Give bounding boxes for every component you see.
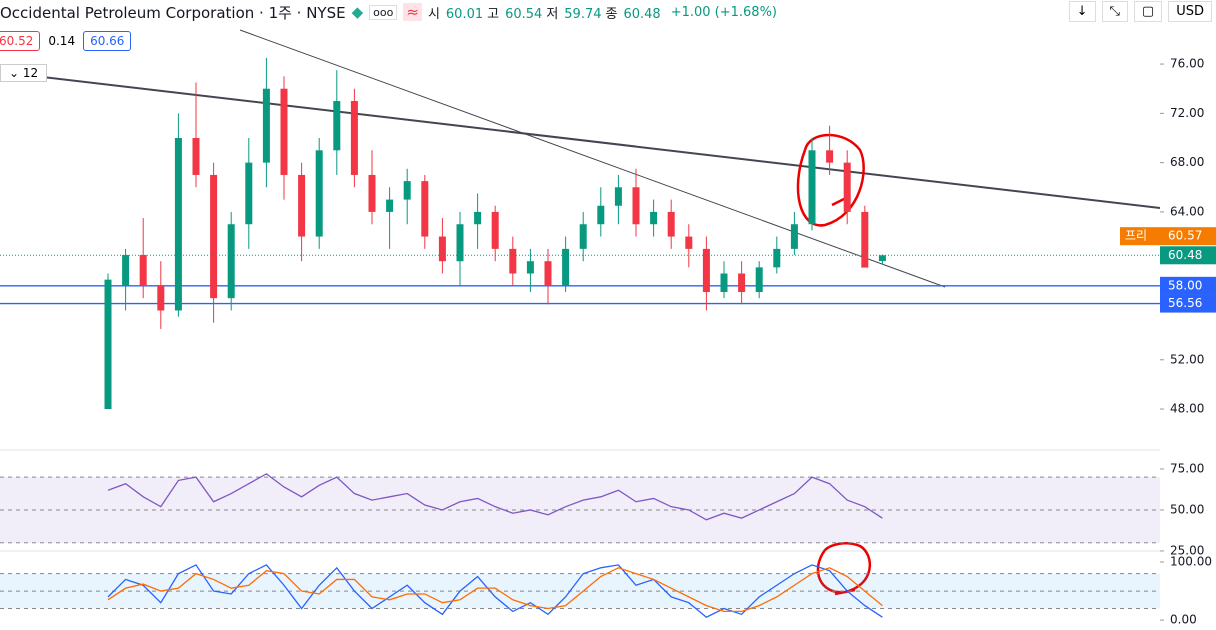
candle-body [509,248,517,274]
candle-body [843,162,851,212]
candle-body [210,174,218,299]
candle-body [790,224,798,249]
ohlc: 시 60.01 고 60.54 저 59.74 종 60.48 [428,3,665,22]
value: 12 [22,66,39,80]
candle-body [298,174,306,237]
candle-body [174,137,182,311]
trend-line [239,29,946,288]
button[interactable]: ↓ [1068,1,1096,22]
ohlc-label: 종 [605,6,618,22]
trend-line [0,71,1161,209]
header: Occidental Petroleum Corporation · 1주 · … [0,0,783,24]
candle-body [667,211,675,237]
button[interactable]: ▢ [1133,1,1163,22]
candle-body [438,236,446,262]
indicator-line [107,473,883,521]
ohlc-label: 시 [427,6,440,22]
hand-drawn-circle [796,133,865,227]
y-tick-label: 48.00 [1170,402,1204,416]
candle-body [192,137,200,175]
y-tick-label: 50.00 [1170,502,1204,516]
candle-body [755,267,763,292]
candle-body [861,211,869,268]
candle-body [526,261,534,274]
candle-body [386,199,394,212]
last-price-bg [1160,246,1216,265]
y-tick-label: 64.00 [1170,204,1204,218]
ohlc-label: 고 [487,6,500,22]
candle-body [333,101,341,151]
candle-body [826,150,834,163]
pre-market-bg [1120,227,1216,246]
candle-body [544,261,552,286]
last-price-label: 60.48 [1168,248,1202,262]
candle-body [632,187,640,225]
currency[interactable]: USD [1168,1,1212,22]
candle-body [650,211,658,225]
toolbar: ↓ ⤡ ▢ USD [1068,1,1212,22]
value: 60.66 [83,31,132,51]
indicator-length[interactable]: ⌄ 12 [0,64,48,82]
candle-body [157,285,165,311]
candle-body [562,248,570,286]
price-label-bg [1160,276,1216,295]
candle-body [139,255,147,286]
button[interactable]: ⤡ [1101,1,1128,22]
indicator-line [107,567,883,613]
candle-body [878,255,886,262]
y-tick-label: 72.00 [1170,106,1204,120]
candle-body [738,273,746,292]
candle-body [315,150,323,237]
candle-body [597,205,605,225]
change: +1.00 (+1.68%) [670,4,777,20]
candle-body [227,224,235,299]
y-tick-label: 25.00 [1170,543,1204,557]
price-label: 58.00 [1168,278,1202,292]
candle-body [474,211,482,225]
candle-body [491,211,499,249]
candle-body [808,150,816,225]
y-tick-label: 0.00 [1170,613,1197,627]
ohlc-value: 60.01 [445,6,484,22]
icon[interactable]: ≈ [403,3,422,21]
candle-body [421,181,429,237]
candle-body [720,273,728,292]
icon[interactable]: ◆ [351,3,364,21]
candle-body [368,174,376,212]
pre-market-tag: 프리 [1125,229,1147,243]
y-tick-label: 68.00 [1170,155,1204,169]
ohlc-value: 60.48 [623,6,661,22]
symbol-title: Occidental Petroleum Corporation · 1주 · … [0,3,346,22]
price-label-bg [1160,294,1216,313]
y-tick-label: 52.00 [1170,352,1204,366]
candle-body [456,224,464,262]
indicator-values: 60.52 0.14 60.66 [0,31,132,51]
candle-body [262,88,270,163]
ohlc-label: 저 [546,6,559,22]
price-axis [1160,0,1216,630]
price-label: 56.56 [1168,296,1202,310]
candle-body [350,101,358,175]
value: 0.14 [48,34,76,48]
y-tick-label: 100.00 [1170,555,1212,569]
ohlc-value: 60.54 [505,6,543,22]
candle-body [773,248,781,268]
value: 60.52 [0,31,41,51]
candle-body [403,181,411,200]
icon[interactable]: ooo [369,4,398,20]
candle-body [245,162,253,225]
candle-body [280,88,288,175]
y-tick-label: 75.00 [1170,461,1204,475]
y-tick-label: 76.00 [1170,57,1204,71]
pre-market-label: 60.57 [1168,229,1202,243]
candle-body [702,248,710,292]
ohlc-value: 59.74 [564,6,602,22]
candle-body [685,236,693,249]
candle-body [104,279,112,410]
candle-body [579,224,587,249]
candle-body [614,187,622,206]
candle-body [122,255,130,286]
